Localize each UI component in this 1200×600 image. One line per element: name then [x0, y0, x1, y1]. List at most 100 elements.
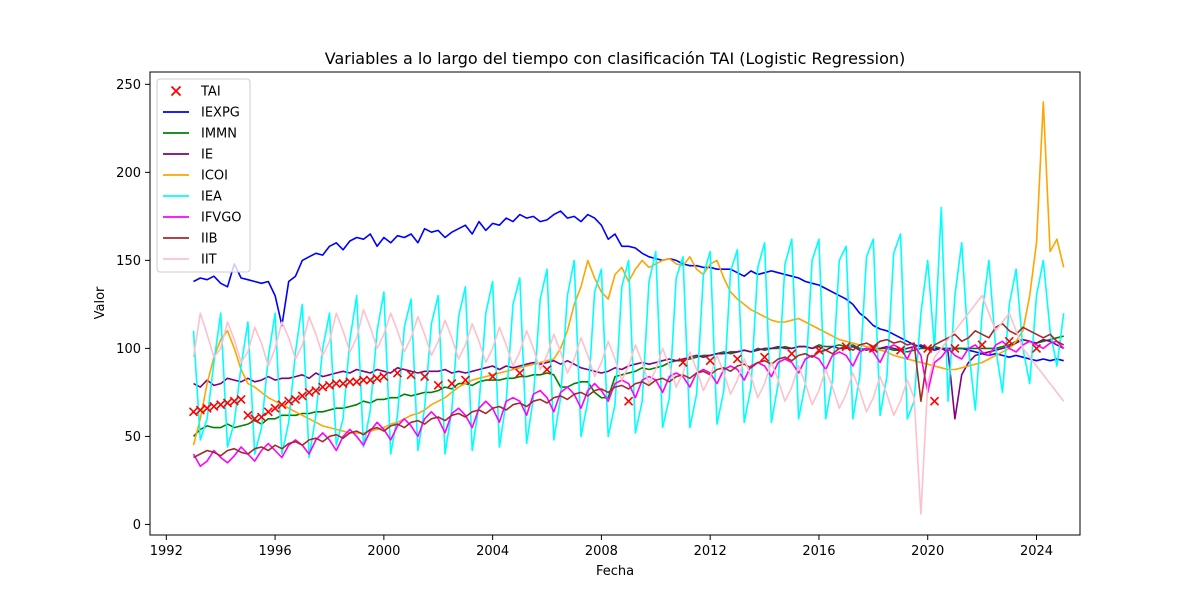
tai-marker [392, 368, 403, 378]
tai-marker [290, 394, 301, 405]
legend-box [156, 78, 251, 273]
tai-marker [222, 398, 233, 408]
legend-item-icoi: ICOI [163, 169, 228, 184]
tai-marker [202, 403, 212, 413]
series-layer [192, 101, 1065, 515]
legend-label: IEA [201, 190, 222, 205]
tai-marker [270, 403, 280, 413]
tai-marker [841, 342, 851, 352]
x-tick-label: 1996 [259, 544, 292, 559]
tai-marker [624, 396, 634, 406]
y-tick-label: 200 [116, 166, 141, 181]
x-tick-label: 2004 [476, 544, 509, 559]
legend: TAI IEXPG IMMN IE ICOI IEA IFVGO IIB IIT [156, 78, 251, 273]
tai-marker [318, 382, 328, 392]
legend-item-iexpg: IEXPG [163, 106, 240, 121]
tai-marker [1004, 336, 1014, 346]
tai-marker [895, 345, 906, 355]
tai-marker [372, 373, 382, 383]
x-tick-label: 2008 [585, 544, 618, 559]
legend-marker [170, 85, 182, 97]
y-axis-label: Valor [93, 286, 108, 319]
tai-marker [1031, 343, 1042, 353]
tai-marker [195, 405, 205, 415]
legend-label: ICOI [201, 169, 228, 184]
tai-marker [331, 379, 341, 389]
tai-marker [243, 410, 253, 420]
legend-item-iea: IEA [163, 190, 222, 205]
tai-marker [236, 394, 246, 405]
tai-marker [433, 380, 443, 390]
legend-label: TAI [200, 85, 221, 100]
x-tick-label: 1992 [150, 544, 183, 559]
series-line-ifvgo [192, 340, 1065, 468]
tai-marker [188, 407, 199, 417]
tai-marker [705, 356, 715, 366]
tai-marker [352, 377, 362, 387]
tai-marker [216, 400, 226, 410]
tai-marker [977, 340, 987, 350]
series-line-iit [192, 294, 1065, 515]
tai-marker [209, 401, 219, 412]
legend-label: IE [201, 148, 213, 163]
tai-marker [229, 396, 239, 406]
x-tick-label: 2020 [911, 544, 944, 559]
tai-marker [542, 364, 552, 375]
tai-marker [304, 387, 314, 397]
chart-title: Variables a lo largo del tiempo con clas… [325, 49, 906, 68]
tai-marker [324, 380, 335, 390]
legend-label: IIB [201, 232, 218, 247]
legend-item-ie: IE [163, 148, 213, 163]
legend-item-tai: TAI [170, 85, 221, 100]
legend-item-iit: IIT [163, 253, 217, 268]
x-tick-label: 2000 [367, 544, 400, 559]
legend-item-immn: IMMN [163, 127, 237, 142]
x-tick-label: 2024 [1020, 544, 1053, 559]
y-tick-label: 150 [116, 254, 141, 269]
series-line-icoi [192, 101, 1065, 446]
tai-marker [488, 371, 498, 382]
tai-marker [732, 354, 742, 364]
tai-marker [406, 370, 416, 380]
tai-marker [358, 375, 369, 385]
series-line-iib [193, 322, 1065, 459]
tai-marker [250, 414, 260, 424]
tai-marker [678, 357, 688, 368]
legend-label: IFVGO [201, 211, 242, 226]
y-tick-label: 50 [124, 430, 141, 445]
tai-marker [365, 375, 375, 385]
y-tick-label: 250 [116, 78, 141, 93]
tai-marker [379, 371, 389, 382]
x-axis-label: Fecha [596, 564, 634, 579]
y-tick-label: 0 [133, 518, 141, 533]
tai-marker [929, 396, 940, 406]
tai-marker [263, 407, 273, 417]
tai-markers [188, 336, 1042, 424]
x-tick-label: 2012 [694, 544, 727, 559]
y-tick-label: 100 [116, 342, 141, 357]
tai-marker [345, 377, 355, 387]
tai-marker [338, 379, 348, 389]
tai-marker [284, 396, 294, 406]
plot-border [149, 71, 1081, 536]
legend-label: IMMN [201, 127, 237, 142]
legend-label: IEXPG [201, 106, 240, 121]
tai-marker [297, 391, 307, 401]
legend-label: IIT [201, 253, 217, 268]
x-tick-label: 2016 [802, 544, 835, 559]
plot-frame [150, 72, 1080, 535]
tai-marker [447, 379, 457, 389]
tai-marker [759, 352, 770, 362]
tai-marker [868, 343, 878, 353]
plot-area [150, 72, 1080, 535]
x-axis: 1992 1996 2000 2004 2008 2012 2016 2020 2024 [150, 535, 1053, 559]
tai-marker [787, 349, 797, 359]
tai-marker [950, 343, 960, 353]
tai-marker [311, 386, 321, 396]
tai-marker [420, 371, 430, 382]
legend-item-ifvgo: IFVGO [163, 211, 242, 226]
legend-item-iib: IIB [163, 232, 218, 247]
tai-marker [515, 368, 525, 378]
tai-marker [814, 345, 824, 355]
